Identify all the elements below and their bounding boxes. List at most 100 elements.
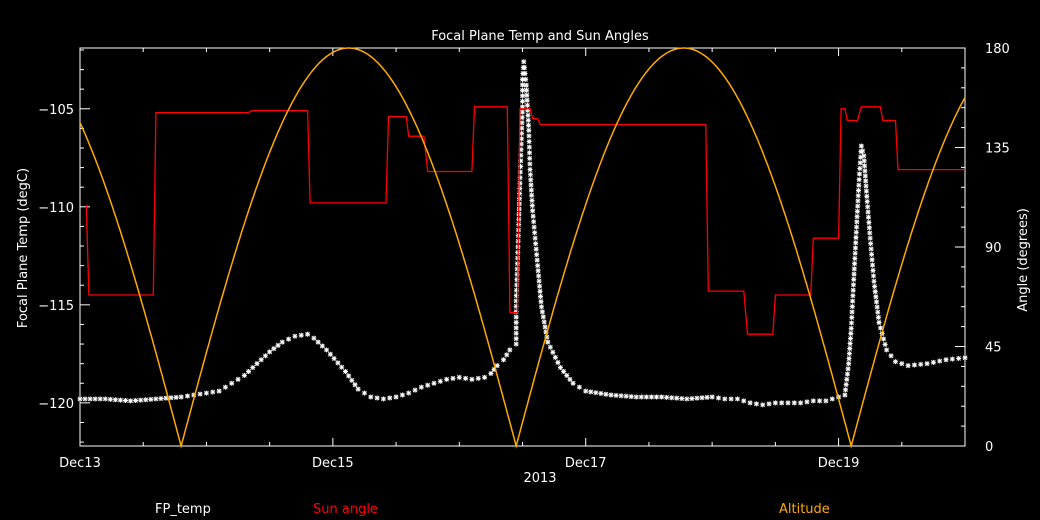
fp-temp-point: [854, 224, 860, 230]
fp-temp-point: [550, 349, 556, 355]
x-tick-label: Dec17: [565, 456, 607, 471]
fp-temp-point: [513, 314, 519, 320]
fp-temp-point: [504, 352, 510, 358]
fp-temp-point: [865, 209, 871, 215]
fp-temp-point: [535, 268, 541, 274]
x-tick-label: Dec13: [59, 456, 101, 471]
y2-tick-label: 180: [985, 42, 1010, 57]
fp-temp-point: [380, 396, 386, 402]
fp-temp-point: [843, 382, 849, 388]
fp-temp-point: [892, 359, 898, 365]
fp-temp-point: [387, 395, 393, 401]
fp-temp-point: [722, 396, 728, 402]
fp-temp-point: [507, 347, 513, 353]
fp-temp-point: [911, 362, 917, 368]
fp-temp-point: [852, 255, 858, 261]
fp-temp-point: [598, 390, 604, 396]
fp-temp-point: [545, 339, 551, 345]
y-axis-right-label: Angle (degrees): [1016, 208, 1031, 312]
fp-temp-point: [851, 276, 857, 282]
fp-temp-point: [275, 342, 281, 348]
fp-temp-point: [847, 335, 853, 341]
fp-temp-point: [517, 185, 523, 191]
fp-temp-point: [850, 282, 856, 288]
y2-tick-label: 90: [985, 241, 1002, 256]
fp-temp-point: [528, 182, 534, 188]
fp-temp-point: [102, 396, 108, 402]
fp-temp-point: [593, 390, 599, 396]
fp-temp-point: [851, 271, 857, 277]
y-tick-label: −105: [38, 103, 74, 118]
fp-temp-point: [537, 283, 543, 289]
fp-temp-point: [77, 396, 83, 402]
fp-temp-point: [870, 268, 876, 274]
series-sun-angle: [85, 106, 965, 335]
fp-temp-point: [699, 395, 705, 401]
y2-tick-label: 45: [985, 341, 1002, 356]
fp-temp-point: [715, 395, 721, 401]
fp-temp-point: [393, 394, 399, 400]
fp-temp-point: [871, 278, 877, 284]
fp-temp-point: [866, 219, 872, 225]
fp-temp-point: [92, 396, 98, 402]
fp-temp-point: [517, 180, 523, 186]
fp-temp-point: [851, 266, 857, 272]
fp-temp-point: [855, 198, 861, 204]
fp-temp-point: [532, 230, 538, 236]
fp-temp-point: [315, 339, 321, 345]
fp-temp-point: [513, 341, 519, 347]
fp-temp-point: [674, 395, 680, 401]
fp-temp-point: [133, 398, 139, 404]
fp-temp-point: [846, 351, 852, 357]
fp-temp-point: [849, 309, 855, 315]
series-fp-temp: [77, 59, 968, 408]
fp-temp-point: [540, 314, 546, 320]
fp-temp-point: [659, 394, 665, 400]
fp-temp-point: [760, 402, 766, 408]
fp-temp-point: [842, 392, 848, 398]
fp-temp-point: [327, 351, 333, 357]
fp-temp-point: [406, 390, 412, 396]
fp-temp-point: [709, 394, 715, 400]
fp-temp-point: [570, 380, 576, 386]
fp-temp-point: [514, 282, 520, 288]
fp-temp-point: [437, 378, 443, 384]
fp-temp-point: [849, 304, 855, 310]
fp-temp-point: [858, 143, 864, 149]
fp-temp-point: [463, 375, 469, 381]
fp-temp-point: [875, 309, 881, 315]
fp-temp-point: [533, 241, 539, 247]
fp-temp-point: [534, 252, 540, 258]
fp-temp-point: [874, 304, 880, 310]
fp-temp-point: [271, 346, 277, 352]
fp-temp-point: [867, 235, 873, 241]
fp-temp-point: [861, 158, 867, 164]
fp-temp-point: [517, 191, 523, 197]
y-axis-right: 0 45 90 135 180: [955, 42, 1010, 455]
y-tick-label: −120: [38, 397, 74, 412]
fp-temp-point: [494, 363, 500, 369]
fp-temp-point: [872, 289, 878, 295]
fp-temp-point: [870, 273, 876, 279]
fp-temp-point: [539, 309, 545, 315]
fp-temp-point: [538, 304, 544, 310]
fp-temp-point: [346, 373, 352, 379]
fp-temp-point: [444, 376, 450, 382]
y-tick-label: −115: [38, 299, 74, 314]
fp-temp-point: [853, 240, 859, 246]
fp-temp-point: [868, 246, 874, 252]
fp-temp-point: [82, 396, 88, 402]
fp-temp-point: [143, 397, 149, 403]
fp-temp-point: [520, 87, 525, 93]
fp-temp-point: [262, 353, 268, 359]
fp-temp-point: [863, 188, 869, 194]
fp-temp-point: [875, 314, 881, 320]
fp-temp-point: [857, 160, 863, 166]
fp-temp-point: [536, 278, 542, 284]
fp-temp-point: [250, 365, 256, 371]
fp-temp-point: [538, 299, 544, 305]
fp-temp-point: [857, 165, 863, 171]
fp-temp-point: [527, 155, 533, 161]
fp-temp-point: [864, 199, 870, 205]
